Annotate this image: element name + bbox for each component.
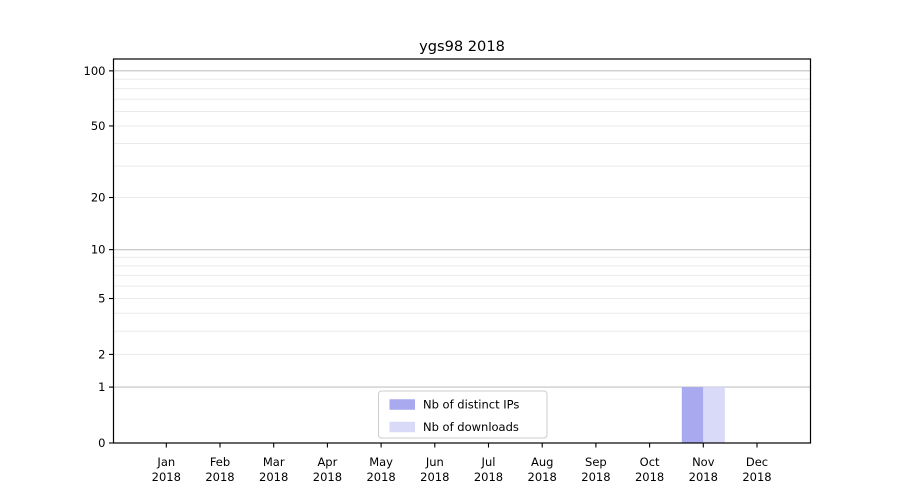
legend-label-1: Nb of downloads — [423, 420, 519, 434]
x-tick-label-year: 2018 — [259, 470, 288, 484]
y-tick-label: 1 — [98, 380, 105, 394]
legend-box — [378, 390, 548, 439]
bar-nov-series1 — [703, 387, 725, 443]
y-tick-label: 2 — [98, 347, 105, 361]
legend-swatch-0 — [389, 399, 415, 410]
y-tick-label: 50 — [91, 119, 106, 133]
axes-layer: 0125102050100Jan2018Feb2018Mar2018Apr201… — [84, 58, 812, 484]
x-tick-label-year: 2018 — [528, 470, 557, 484]
plot-border — [112, 58, 812, 444]
bars-layer — [681, 387, 725, 443]
y-tick-label: 20 — [91, 191, 106, 205]
x-tick-label-year: 2018 — [742, 470, 771, 484]
legend-swatch-1 — [389, 421, 415, 433]
x-tick-label-year: 2018 — [689, 470, 718, 484]
x-tick-label-month: Jul — [481, 455, 496, 469]
x-tick-label-year: 2018 — [313, 470, 342, 484]
gridlines-layer — [113, 70, 811, 388]
x-tick-label-month: Aug — [531, 455, 553, 469]
x-tick-label-month: Oct — [640, 455, 660, 469]
x-tick-label-year: 2018 — [474, 470, 503, 484]
x-tick-label-month: May — [369, 455, 393, 469]
y-tick-label: 0 — [98, 436, 105, 450]
y-tick-label: 5 — [98, 292, 105, 306]
bar-nov-series0 — [681, 387, 704, 443]
x-tick-label-month: Apr — [317, 455, 337, 469]
x-tick-label-year: 2018 — [420, 470, 449, 484]
x-tick-label-year: 2018 — [581, 470, 610, 484]
x-tick-label-year: 2018 — [152, 470, 181, 484]
x-tick-label-month: Feb — [210, 455, 230, 469]
x-tick-label-year: 2018 — [366, 470, 395, 484]
x-tick-label-month: Dec — [746, 455, 768, 469]
x-tick-label-month: Jan — [156, 455, 175, 469]
x-tick-label-month: Mar — [263, 455, 285, 469]
x-tick-label-year: 2018 — [205, 470, 234, 484]
x-tick-label-year: 2018 — [635, 470, 664, 484]
legend-label-0: Nb of distinct IPs — [423, 398, 519, 412]
x-tick-label-month: Jun — [425, 455, 444, 469]
chart-title: ygs98 2018 — [419, 38, 505, 55]
x-tick-label-month: Sep — [585, 455, 607, 469]
y-tick-label: 100 — [84, 64, 106, 78]
y-tick-label: 10 — [91, 243, 106, 257]
legend: Nb of distinct IPs Nb of downloads — [378, 390, 548, 439]
x-tick-label-month: Nov — [692, 455, 715, 469]
